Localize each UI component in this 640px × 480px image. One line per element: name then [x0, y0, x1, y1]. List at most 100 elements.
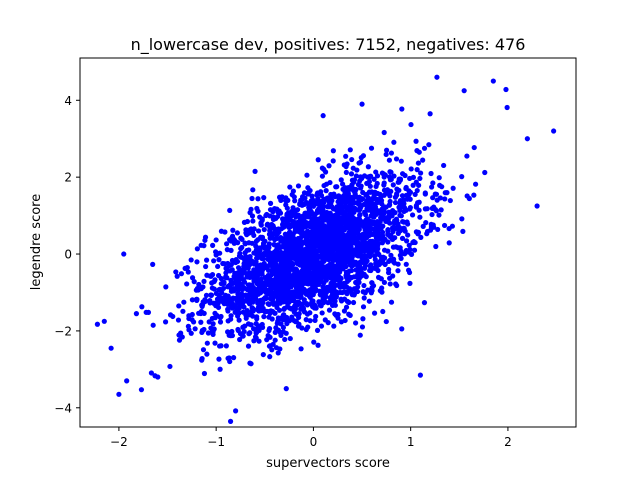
data-point: [313, 253, 319, 259]
data-point: [216, 356, 222, 362]
data-point: [350, 258, 356, 265]
data-point: [228, 297, 234, 303]
data-point: [343, 252, 349, 258]
data-point: [300, 289, 306, 295]
data-point: [291, 304, 297, 311]
data-point: [201, 326, 207, 333]
data-point: [225, 355, 231, 361]
data-point: [271, 241, 277, 248]
data-point: [387, 275, 393, 281]
data-point: [162, 319, 169, 325]
data-point: [414, 187, 420, 194]
data-point: [341, 247, 347, 254]
data-point: [304, 233, 310, 239]
data-point: [312, 212, 318, 218]
data-point: [348, 267, 355, 274]
data-point: [395, 221, 401, 227]
data-point: [428, 170, 434, 177]
data-point: [281, 265, 287, 272]
data-point: [353, 320, 359, 326]
data-point: [209, 328, 216, 334]
data-point: [370, 283, 377, 289]
data-point: [231, 280, 237, 286]
data-point: [332, 268, 338, 274]
data-point: [311, 339, 317, 345]
data-point: [364, 258, 370, 264]
data-point: [348, 171, 355, 177]
data-point: [272, 329, 278, 335]
data-point: [330, 221, 336, 227]
data-point: [375, 190, 381, 197]
data-point: [326, 307, 333, 313]
data-point: [391, 220, 397, 226]
data-point: [207, 273, 213, 279]
data-point: [378, 226, 384, 232]
data-point: [378, 254, 385, 260]
data-point: [392, 199, 399, 206]
data-point: [361, 282, 367, 289]
data-point: [253, 243, 259, 249]
data-point: [377, 260, 384, 266]
data-point: [334, 224, 340, 230]
data-point: [392, 210, 398, 216]
data-point: [372, 229, 379, 235]
data-point: [191, 319, 197, 325]
data-point: [258, 221, 264, 227]
data-point: [439, 184, 445, 190]
data-point: [280, 222, 286, 228]
data-point: [319, 220, 325, 226]
data-point: [351, 286, 357, 292]
data-point: [369, 288, 375, 294]
data-point: [437, 195, 443, 201]
data-point: [194, 297, 200, 303]
data-point: [235, 300, 241, 307]
data-point: [258, 276, 264, 282]
data-point: [370, 221, 377, 227]
data-point: [288, 283, 294, 289]
data-point: [225, 308, 231, 314]
data-point: [199, 302, 205, 308]
data-point: [386, 174, 393, 180]
data-point: [300, 248, 306, 254]
data-point: [319, 198, 325, 204]
data-point: [277, 346, 283, 352]
data-point: [296, 239, 302, 245]
data-point: [367, 198, 373, 204]
data-point: [290, 261, 296, 267]
data-point: [335, 271, 341, 278]
data-point: [398, 158, 404, 164]
data-point: [318, 323, 325, 329]
data-point: [399, 193, 406, 199]
data-point: [413, 229, 419, 235]
data-point: [283, 245, 289, 251]
data-point: [434, 74, 440, 80]
data-point: [380, 308, 386, 315]
data-point: [307, 221, 313, 227]
data-point: [241, 304, 247, 310]
data-point: [276, 274, 282, 280]
data-point: [292, 281, 298, 287]
data-point: [289, 289, 295, 295]
data-point: [259, 323, 265, 329]
data-point: [366, 298, 372, 304]
data-point: [426, 142, 432, 148]
data-point: [350, 229, 357, 235]
data-point: [295, 299, 301, 305]
data-point: [319, 173, 326, 179]
data-point: [366, 174, 372, 180]
data-point: [236, 317, 242, 323]
data-point: [314, 190, 321, 196]
data-point: [349, 254, 355, 260]
data-point: [307, 318, 313, 324]
data-point: [201, 278, 207, 284]
data-point: [294, 250, 301, 256]
data-point: [328, 285, 334, 291]
data-point: [116, 391, 122, 397]
data-point: [490, 78, 496, 84]
data-point: [311, 236, 317, 242]
data-point: [203, 257, 210, 263]
data-point: [310, 249, 317, 255]
data-point: [354, 262, 360, 269]
data-point: [311, 223, 317, 230]
data-point: [351, 235, 357, 241]
